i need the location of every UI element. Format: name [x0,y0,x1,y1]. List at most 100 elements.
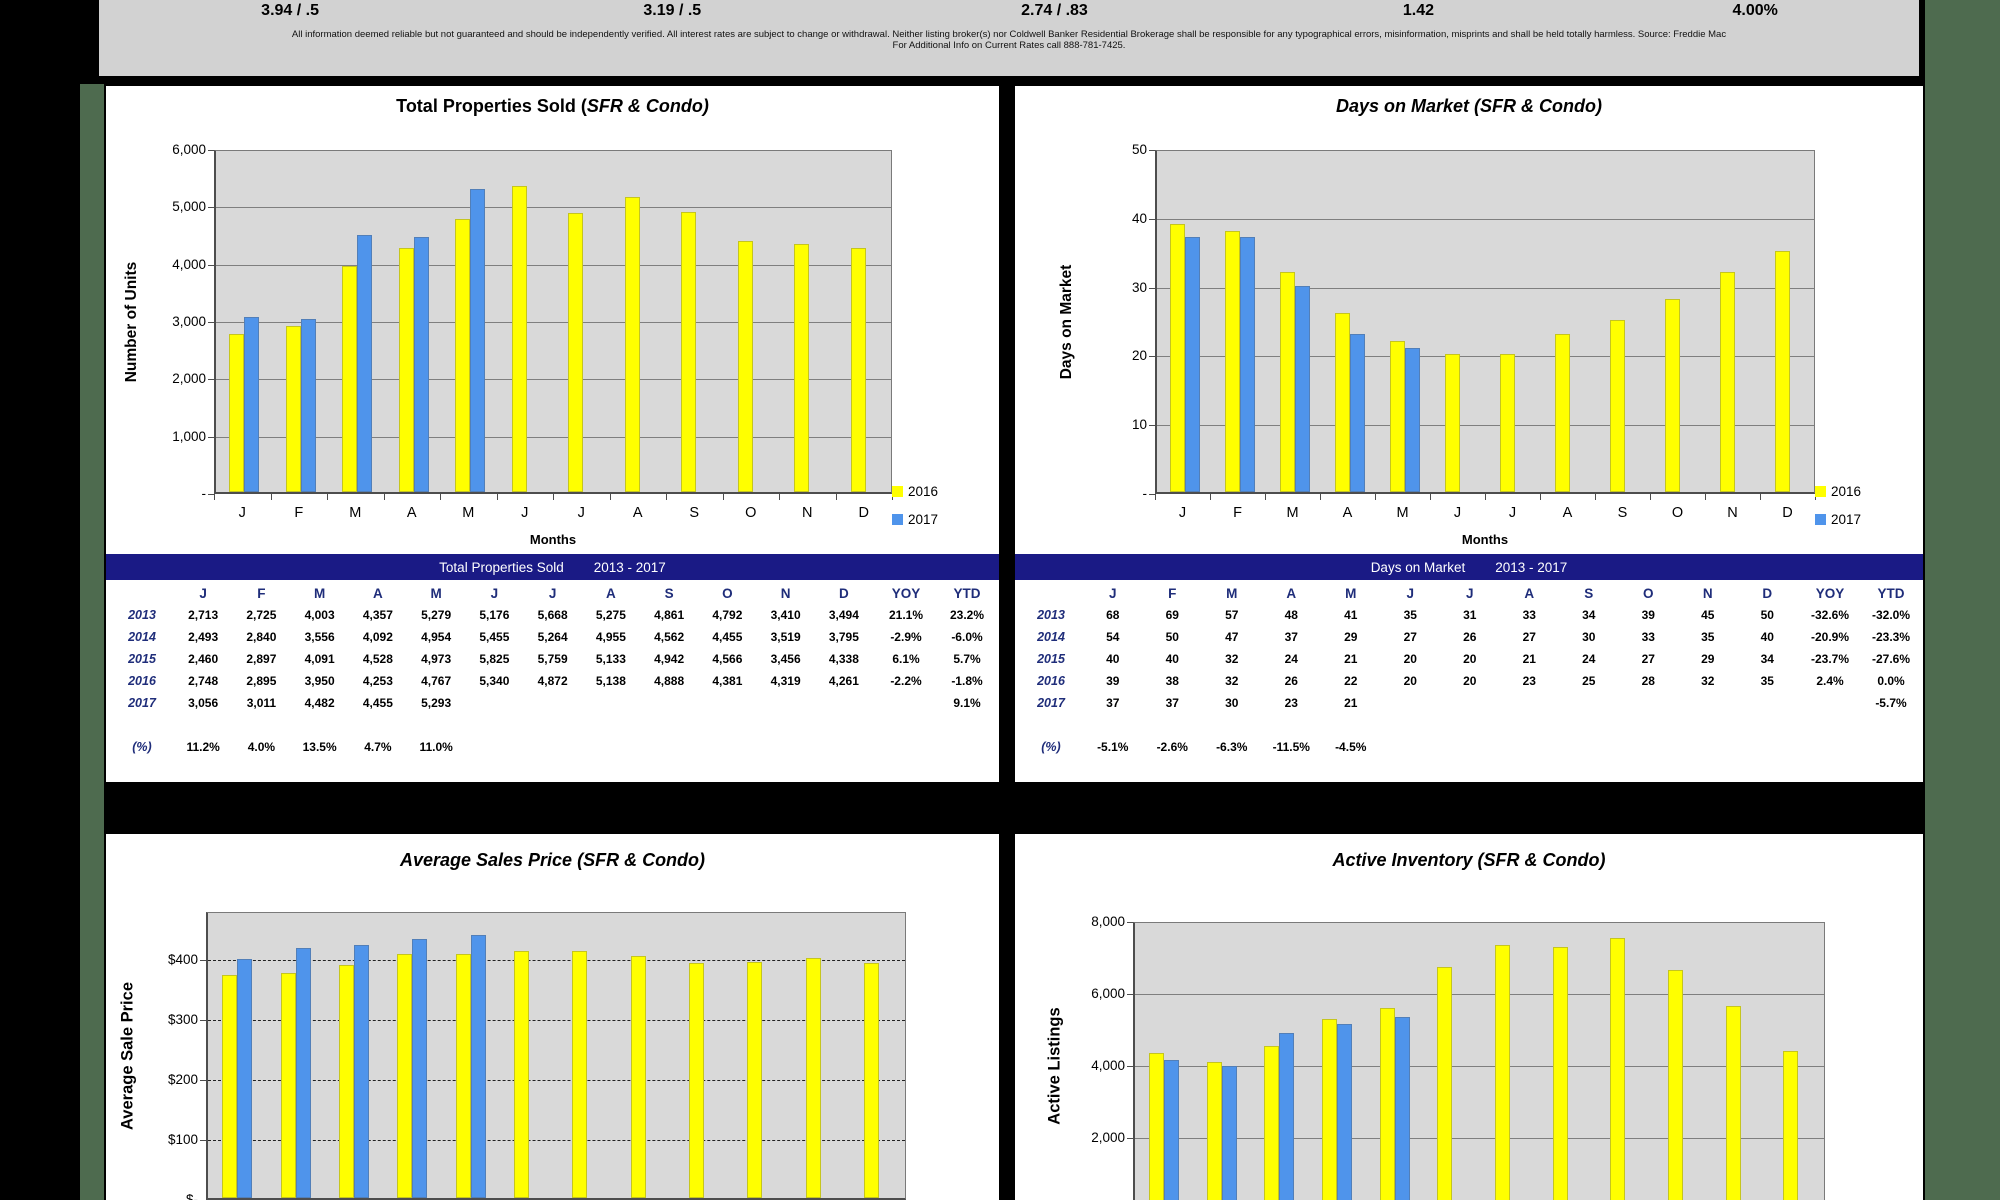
column-header-M: M [314,585,326,601]
table-value: -5.1% [1097,740,1129,754]
bar-2017-M3 [1294,285,1310,492]
column-header-YOY: YOY [1815,585,1845,601]
days-on-market-panel: Days on Market (SFR & Condo) Days on Mar… [1013,84,1925,784]
table-value: 3,556 [304,630,335,644]
table-value: 4,319 [770,674,801,688]
table-value: 4,562 [654,630,685,644]
bar-2017-A4 [412,939,428,1198]
x-tick-mark [270,494,272,500]
bar-2017-F2 [300,319,316,492]
table-value: 50 [1760,608,1774,622]
table-value: 57 [1225,608,1239,622]
x-tick-mark [1595,494,1596,500]
bar-2017-M5 [1394,1017,1410,1200]
days-on-market-table: J F M A M J J A S O N D YOY YTD 2013 68 69 57 48 41 35 31 33 34… [1019,582,1919,758]
table-value: 5,138 [595,674,626,688]
table-value: -4.5% [1335,740,1367,754]
column-header-A: A [606,585,616,601]
y-tick-label: 4,000 [172,256,206,272]
x-tick-label: F [294,505,304,521]
table-value: 4,455 [712,630,743,644]
average-sales-price-chart: Average Sale Price $400 $300 $200 $100 $- [106,834,999,1200]
y-tick-label: 2,000 [172,371,206,387]
bar-2017-J1 [1163,1060,1179,1200]
average-sales-price-panel: Average Sales Price (SFR & Condo) Averag… [104,832,1001,1200]
y-tick-mark [1127,1066,1133,1067]
legend-label-2017: 2017 [1831,512,1862,527]
table-value: 22 [1344,674,1358,688]
table-value: 28 [1641,674,1655,688]
bar-2016-J1 [229,334,245,492]
column-header-M: M [1226,585,1238,601]
title-italic: Average Sales Price (SFR & Condo) [399,850,706,870]
table-value: 33 [1522,608,1536,622]
table-value: 4,381 [712,674,743,688]
bar-2017-J1 [237,959,253,1198]
row-label-pct-change: (%) [1041,740,1061,754]
bar-2016-O10 [1664,299,1680,492]
table-value: 35 [1760,674,1774,688]
bar-2017-A4 [1336,1024,1352,1200]
table-value: 4,861 [654,608,685,622]
table-value: 4,092 [362,630,393,644]
y-tick-mark [208,150,214,151]
x-tick-mark [214,494,215,500]
bar-2016-J1 [222,974,238,1198]
bar-2016-J1 [1148,1053,1164,1200]
bar-2016-N11 [1719,271,1735,492]
x-tick-label: J [1508,505,1517,521]
table-value: 5,264 [537,630,568,644]
band-title: Total Properties Sold [439,559,564,575]
title-italic: SFR & Condo) [586,96,709,116]
table-value: 4,482 [304,696,335,710]
table-value: 2,460 [188,652,219,666]
bar-2016-A8 [1554,333,1570,492]
x-tick-label: M [1396,505,1409,521]
table-value: 0.0% [1877,674,1905,688]
bar-2016-S9 [1609,320,1625,492]
table-value: 4,455 [362,696,393,710]
table-value: -2.2% [890,674,922,688]
table-value: 5,825 [479,652,510,666]
table-value: -32.0% [1871,608,1911,622]
table-value: 5,293 [421,696,452,710]
column-header-J: J [548,585,557,601]
table-value: -5.7% [1875,696,1907,710]
y-tick-mark [1127,922,1133,923]
y-tick-label: 6,000 [172,142,206,157]
bar-2016-A8 [630,956,646,1198]
x-tick-label: D [1782,505,1793,521]
y-tick-label: 2,000 [1091,1130,1125,1145]
active-inventory-panel: Active Inventory (SFR & Condo) Active Li… [1013,832,1925,1200]
legend-swatch-2017 [892,514,903,525]
table-value: 3,950 [304,674,335,688]
y-tick-label: $400 [167,952,198,967]
bar-2017-F2 [295,947,311,1198]
x-tick-mark [1815,494,1816,500]
table-value: 40 [1165,652,1179,666]
rates-banner: 3.94 / .5 3.19 / .5 2.74 / .83 1.42 4.00… [95,0,1923,80]
table-value: -6.0% [951,630,983,644]
y-tick-mark [1127,1138,1133,1139]
y-tick-mark [200,1140,206,1141]
y-tick-label: 4,000 [1091,1058,1125,1073]
x-tick-label: M [462,505,475,521]
x-tick-label: J [1453,505,1462,521]
plot-area [214,150,892,494]
table-value: 4,942 [654,652,685,666]
y-axis-title: Average Sale Price [118,982,137,1130]
bar-2016-S9 [1610,938,1626,1200]
plot-area [206,912,906,1200]
table-value: 31 [1463,608,1477,622]
bar-2016-A8 [1552,947,1568,1200]
y-tick-label: 50 [1131,142,1147,157]
bar-2016-M5 [1379,1008,1395,1200]
table-value: 3,795 [828,630,859,644]
x-tick-mark [1155,494,1156,500]
table-value: 24 [1582,652,1596,666]
bar-2016-M3 [342,265,358,492]
bar-2016-F2 [1224,230,1240,492]
table-value: 29 [1344,630,1358,644]
bar-2016-O10 [747,961,763,1198]
table-value: 11.0% [419,740,453,754]
